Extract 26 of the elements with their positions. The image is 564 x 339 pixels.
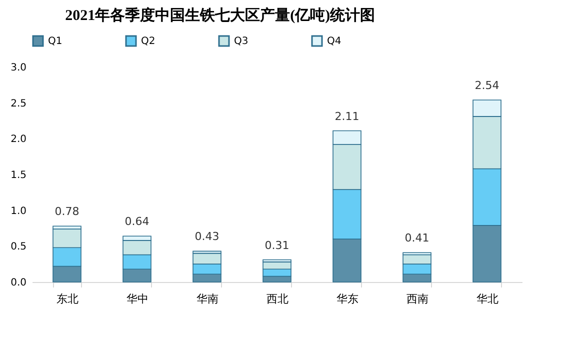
legend-label: Q1 <box>48 36 62 47</box>
total-label: 2.11 <box>334 110 360 123</box>
x-tick-label: 华东 <box>336 292 358 306</box>
total-label: 0.64 <box>124 215 150 228</box>
x-tick-label: 东北 <box>56 292 78 306</box>
y-tick-label: 2.0 <box>10 134 26 146</box>
legend-label: Q4 <box>327 36 342 47</box>
x-tick-label: 西北 <box>266 292 288 306</box>
x-tick-label: 华北 <box>476 292 498 306</box>
legend-label: Q2 <box>141 36 156 47</box>
y-tick-label: 1.0 <box>10 206 26 217</box>
total-label: 0.41 <box>404 232 430 245</box>
y-tick-label: 0.0 <box>10 278 26 288</box>
y-tick-label: 2.5 <box>10 98 26 110</box>
chart-title: 2021年各季度中国生铁七大区产量(亿吨)统计图 <box>65 6 376 24</box>
legend-label: Q3 <box>234 36 248 47</box>
y-tick-label: 3.0 <box>10 62 26 74</box>
total-label: 2.54 <box>474 78 500 92</box>
x-tick-label: 华南 <box>196 292 218 306</box>
total-label: 0.31 <box>264 238 290 252</box>
total-label: 0.43 <box>194 230 220 244</box>
x-tick-label: 西南 <box>406 292 428 306</box>
x-tick-label: 华中 <box>126 292 148 306</box>
y-tick-label: 1.5 <box>10 170 26 181</box>
total-label: 0.78 <box>54 205 80 218</box>
y-tick-label: 0.5 <box>10 242 26 253</box>
